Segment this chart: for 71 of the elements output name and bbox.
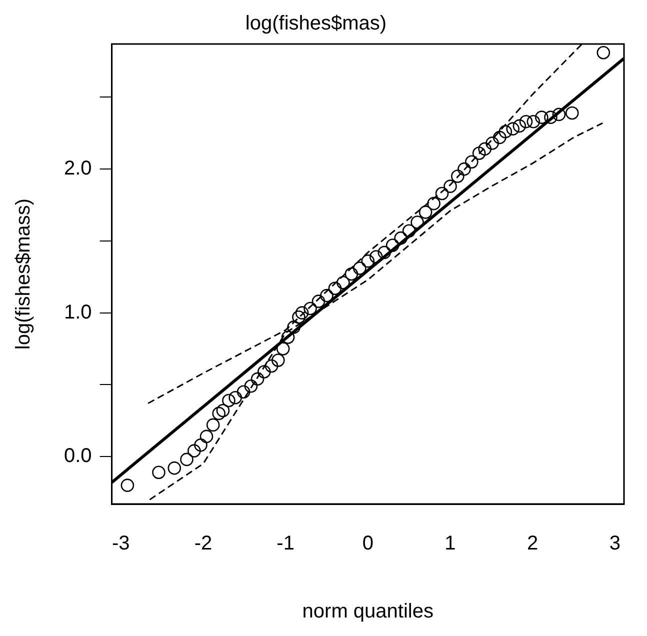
point — [312, 294, 326, 308]
y-axis-title: log(fishes$mass) — [12, 198, 35, 350]
point — [328, 282, 342, 296]
point — [544, 110, 558, 124]
point — [257, 365, 271, 378]
point — [212, 406, 226, 420]
point — [402, 224, 416, 238]
point — [200, 430, 214, 444]
x-tick-label: 3 — [609, 532, 621, 555]
point — [292, 310, 306, 324]
point — [295, 306, 309, 320]
point — [444, 180, 457, 193]
point — [512, 119, 526, 133]
point — [386, 238, 400, 252]
point — [216, 404, 230, 418]
point — [506, 122, 520, 136]
x-tick-label: -1 — [276, 532, 294, 555]
point — [244, 379, 258, 393]
point — [565, 106, 579, 120]
point — [222, 394, 236, 408]
point — [498, 125, 512, 138]
x-tick-label: -2 — [194, 532, 212, 555]
point — [435, 186, 449, 200]
point — [271, 354, 285, 367]
point — [264, 359, 278, 373]
point — [526, 114, 540, 128]
y-tick-label: 0.0 — [64, 445, 92, 468]
point — [418, 206, 432, 219]
chart-title: log(fishes$mas) — [245, 12, 387, 35]
point — [519, 114, 533, 128]
x-tick-label: -3 — [112, 532, 130, 555]
point — [250, 372, 264, 386]
point — [394, 231, 408, 245]
point — [168, 461, 182, 475]
point — [287, 320, 300, 334]
point — [427, 196, 440, 210]
x-axis-title: norm quantiles — [302, 600, 434, 623]
point — [465, 155, 478, 169]
point — [152, 466, 166, 480]
point — [378, 246, 392, 260]
point — [596, 46, 610, 60]
point — [304, 302, 317, 316]
point — [281, 330, 295, 344]
x-tick-label: 1 — [444, 532, 456, 555]
point — [336, 276, 350, 290]
x-tick-label: 2 — [527, 532, 538, 555]
point — [451, 170, 464, 183]
point — [236, 385, 250, 399]
point — [188, 444, 201, 458]
point — [458, 162, 471, 176]
y-tick-label: 2.0 — [64, 158, 92, 180]
point — [535, 110, 548, 124]
point — [478, 142, 492, 156]
point — [493, 130, 506, 144]
point — [120, 478, 134, 492]
point — [552, 108, 566, 122]
point — [353, 262, 366, 275]
point — [344, 267, 358, 281]
point — [228, 390, 242, 404]
y-tick-label: 1.0 — [64, 301, 92, 324]
point — [180, 452, 194, 466]
point — [194, 438, 208, 452]
point — [410, 216, 424, 229]
point — [206, 418, 220, 432]
point — [361, 254, 375, 268]
point — [276, 342, 290, 356]
point — [320, 288, 334, 302]
point — [486, 136, 499, 150]
x-tick-label: 0 — [362, 532, 374, 555]
point — [472, 146, 486, 160]
point — [369, 250, 383, 264]
